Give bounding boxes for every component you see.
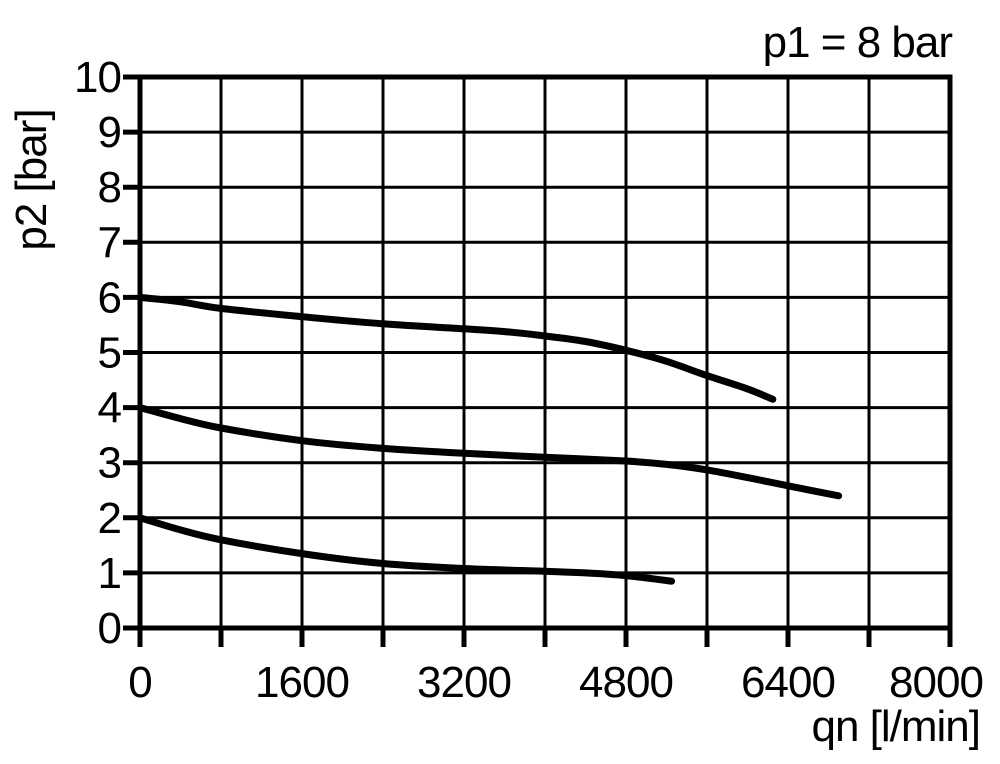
y-tick-label: 7 — [98, 218, 121, 267]
y-tick-label: 8 — [98, 163, 121, 212]
curve-series-1 — [136, 293, 777, 403]
y-tick-label: 10 — [74, 53, 121, 102]
x-tick-label: 8000 — [889, 658, 983, 707]
x-tick-label: 0 — [128, 658, 151, 707]
y-tick-label: 5 — [98, 329, 121, 378]
y-tick-label: 2 — [98, 494, 121, 543]
x-tick-label: 4800 — [579, 658, 673, 707]
x-axis-label: qn [l/min] — [811, 702, 980, 751]
y-tick-label: 0 — [98, 604, 121, 653]
chart-title: p1 = 8 bar — [763, 18, 953, 67]
x-tick-label: 6400 — [741, 658, 835, 707]
y-tick-label: 1 — [98, 549, 121, 598]
y-tick-label: 3 — [98, 439, 121, 488]
x-tick-label: 3200 — [417, 658, 511, 707]
y-tick-label: 6 — [98, 273, 121, 322]
curve-series-3 — [136, 514, 676, 585]
y-axis-label: p2 [bar] — [7, 109, 56, 250]
y-tick-label: 4 — [98, 384, 122, 433]
y-tick-label: 9 — [98, 108, 121, 157]
x-tick-label: 1600 — [255, 658, 349, 707]
curve-series-2 — [136, 404, 843, 500]
